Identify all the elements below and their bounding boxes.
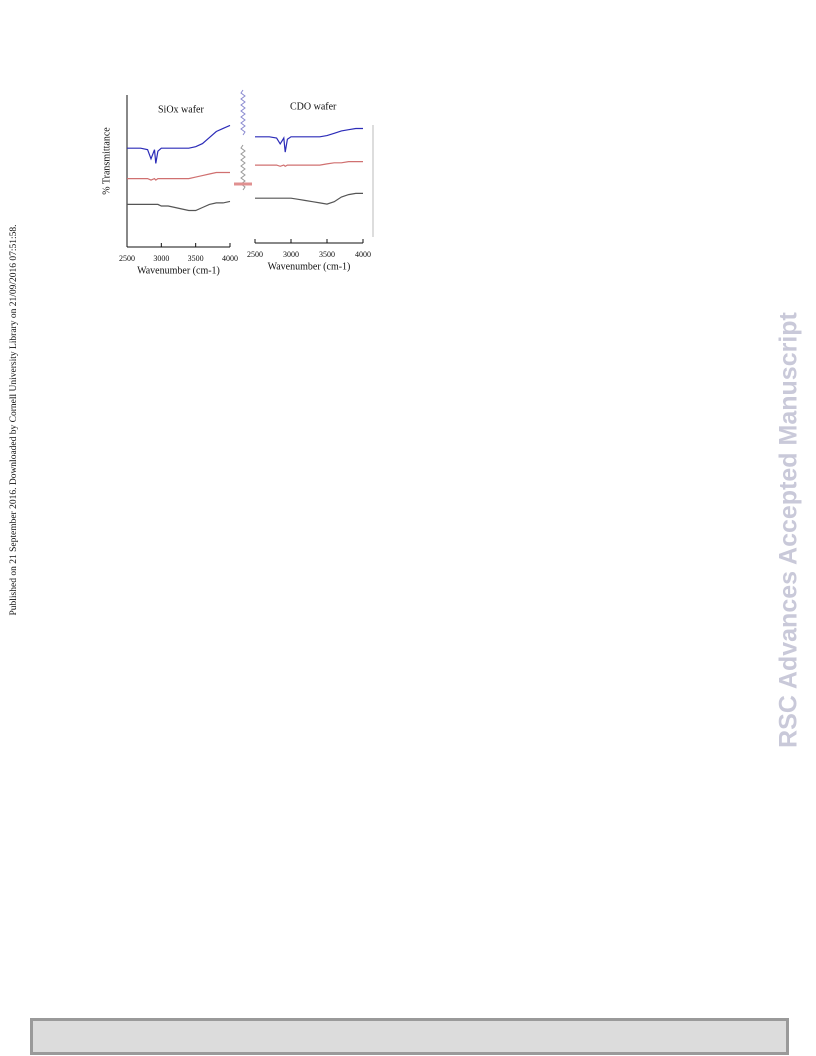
x-tick-label: 4000 (222, 254, 238, 263)
spectrum-line (255, 192, 363, 205)
x-tick-label: 2500 (247, 250, 263, 259)
spectrum-line (127, 124, 231, 164)
spectrum-line (127, 171, 230, 181)
x-axis-label: Wavenumber (cm-1) (268, 261, 351, 272)
x-tick-label: 3000 (153, 254, 169, 263)
x-axis-label: Wavenumber (cm-1) (137, 265, 220, 276)
spectrum-line (127, 200, 231, 212)
axis-break (240, 89, 246, 136)
panel-title: CDO wafer (290, 101, 337, 112)
watermark: RSC Advances Accepted Manuscript (775, 311, 803, 747)
spectrum-line (255, 127, 363, 153)
x-tick-label: 4000 (355, 250, 371, 259)
x-tick-label: 3000 (283, 250, 299, 259)
x-tick-label: 2500 (119, 254, 135, 263)
panel-title: SiOx wafer (158, 104, 204, 115)
spectrum-line (255, 161, 363, 168)
x-tick-label: 3500 (188, 254, 204, 263)
footer-bar (30, 1018, 789, 1055)
y-axis-label: % Transmittance (101, 127, 112, 195)
download-note: Published on 21 September 2016. Download… (9, 224, 19, 615)
x-tick-label: 3500 (319, 250, 335, 259)
